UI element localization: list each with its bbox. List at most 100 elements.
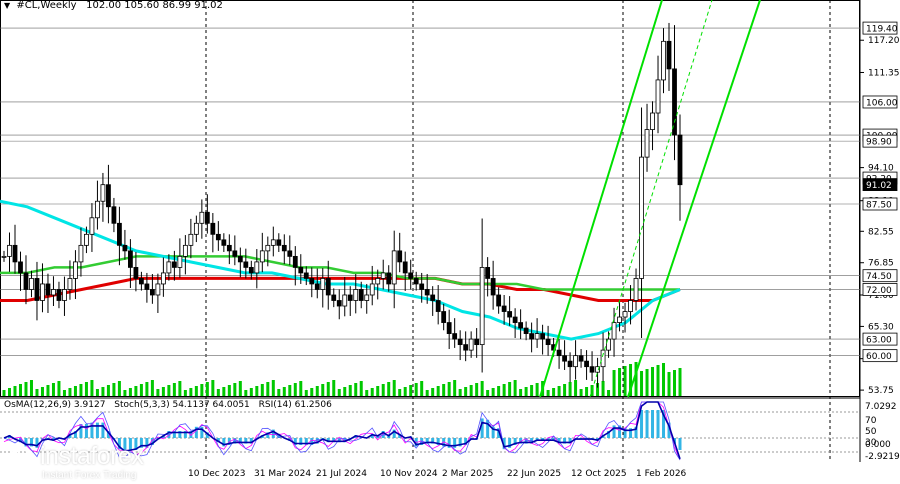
volume-bar (618, 368, 622, 396)
candle-body (655, 79, 661, 114)
candle-body (578, 355, 584, 362)
volume-bar (57, 381, 61, 396)
volume-bar (255, 386, 259, 396)
volume-bar (667, 372, 671, 396)
candle-body (446, 322, 452, 334)
volume-bar (546, 390, 550, 396)
volume-bar (249, 388, 253, 396)
candle-body (369, 283, 375, 296)
volume-bar (491, 388, 495, 396)
moving-averages (0, 199, 681, 341)
osma-bar (552, 438, 556, 441)
candle-body (342, 294, 348, 307)
osma-bar (216, 438, 220, 443)
candle-body (287, 250, 293, 257)
indicator-legend: OsMA(12,26,9) 3.9127 Stoch(5,3,3) 54.113… (4, 400, 338, 410)
volume-bar (585, 387, 589, 396)
candle-body (95, 200, 100, 219)
osma-bar (90, 422, 94, 438)
candle-body (463, 344, 469, 351)
sub-axis-label-3: 30 (865, 438, 877, 448)
candle-body (545, 338, 551, 346)
osma-bar (117, 438, 121, 450)
volume-bar (640, 371, 644, 396)
volume-bar (464, 387, 468, 396)
volume-bar (420, 381, 424, 396)
brand-logo: instaforex Instant Forex Trading (8, 442, 198, 484)
candle-body (573, 355, 578, 368)
candle-body (243, 261, 249, 268)
osma-bar (304, 438, 308, 445)
osma-bar (326, 438, 330, 443)
osma-bar (277, 433, 281, 438)
level-box-0 (862, 21, 898, 35)
volume-bar (409, 385, 413, 396)
volume-bar (260, 384, 264, 396)
candle-body (106, 184, 111, 208)
osma-bar (106, 431, 110, 438)
volume-bar (128, 388, 132, 396)
candle-body (358, 289, 364, 301)
volume-bar (200, 384, 204, 396)
volume-bar (673, 370, 677, 396)
candle-body (617, 316, 622, 323)
candle-body (424, 289, 430, 296)
sub-axis-label-5: -2.9219 (865, 452, 900, 462)
volume-bar (337, 389, 341, 396)
osma-bar (436, 438, 440, 445)
volume-bar (95, 389, 99, 396)
candle-body (512, 316, 518, 323)
volume-bar (662, 363, 666, 396)
volume-bar (282, 387, 286, 396)
rsi-label: RSI(14) 61.2506 (258, 400, 332, 410)
volume-bar (596, 383, 600, 396)
volume-bar (381, 384, 385, 396)
candle-body (633, 278, 639, 301)
y-tick-label-1: 111.35 (868, 68, 900, 78)
volume-bar (348, 385, 352, 396)
osma-bar (183, 431, 187, 438)
volume-bar (84, 382, 88, 396)
candle-body (73, 261, 78, 279)
volume-bar (123, 390, 127, 396)
sub-axis-label-2: 50 (865, 427, 877, 437)
grid-lines (0, 0, 861, 462)
volume-bar (205, 382, 209, 396)
volume-bar (90, 380, 94, 396)
x-tick-label-1: 31 Mar 2024 (254, 469, 311, 479)
candle-body (430, 294, 436, 301)
level-label-7: 74.50 (866, 272, 892, 282)
osma-bar (381, 431, 385, 438)
dropdown-triangle-icon[interactable]: ▼ (4, 1, 11, 10)
level-label-8: 72.00 (866, 286, 892, 296)
candle-body (474, 338, 480, 346)
osma-bar (200, 426, 204, 438)
candle-body (562, 355, 567, 362)
osma-bar (337, 438, 341, 443)
volume-bar (574, 380, 578, 396)
level-label-0: 119.40 (866, 25, 898, 35)
volume-bar (194, 386, 198, 396)
volume-bar (79, 384, 83, 396)
candle-body (501, 305, 507, 312)
ma-medium-line (0, 255, 680, 291)
osma-bar (502, 438, 506, 450)
volume-bar (244, 390, 248, 396)
osma-bar (238, 438, 242, 444)
candle-body (441, 311, 447, 323)
ohlc-values: 102.00 105.60 86.99 91.02 (86, 0, 223, 11)
level-label-5: 91.02 (866, 181, 892, 191)
y-tick-label-9: 53.75 (868, 386, 894, 396)
osma-bar (29, 438, 33, 447)
level-label-10: 60.00 (866, 352, 892, 362)
candle-body (584, 360, 589, 368)
level-box-5 (862, 178, 898, 191)
time-axis: 10 Dec 2023 31 Mar 2024 21 Jul 2024 10 Nov … (188, 469, 687, 479)
volume-bar (535, 383, 539, 396)
candle-body (589, 366, 595, 373)
y-tick-label-5: 76.85 (868, 259, 894, 269)
candle-body (133, 267, 139, 279)
candle-body (380, 272, 386, 279)
osma-bar (486, 419, 490, 438)
osma-bar (480, 418, 484, 438)
